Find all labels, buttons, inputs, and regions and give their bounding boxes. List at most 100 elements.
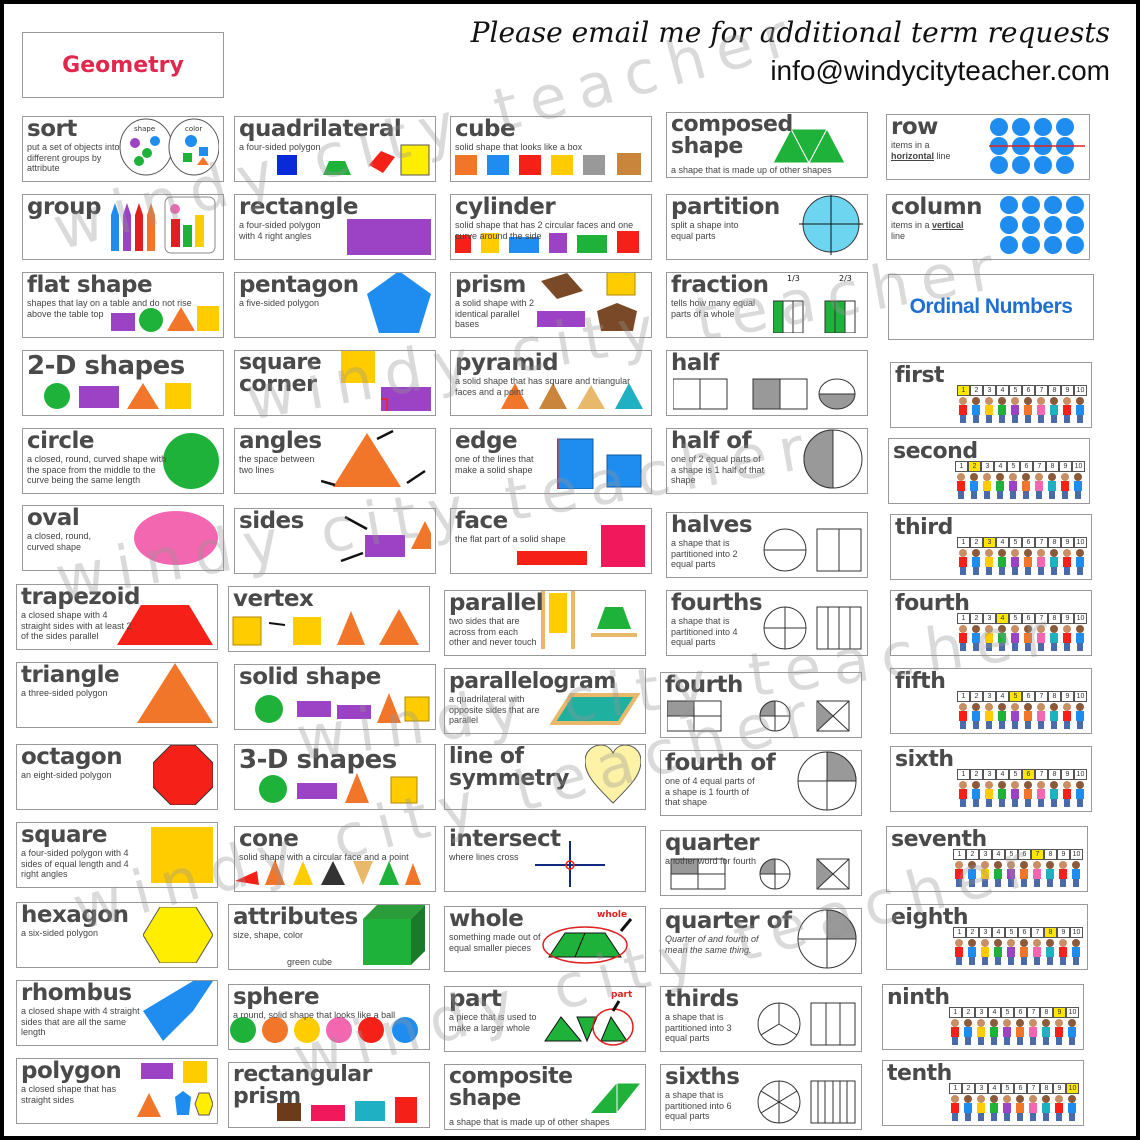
rhombus-icon — [143, 981, 213, 1041]
children-line-icon — [951, 1095, 1076, 1121]
number-cell: 1 — [957, 691, 970, 702]
face-icon — [507, 519, 647, 569]
number-cell: 2 — [970, 385, 983, 396]
term-label: edge — [455, 428, 518, 454]
trapezoid-icon — [117, 605, 213, 645]
number-line: 1 2 3 4 5 6 7 8 9 10 — [957, 691, 1087, 702]
card-ordinal-3: third 1 2 3 4 5 6 7 8 9 10 — [890, 514, 1092, 580]
number-line: 1 2 3 4 5 6 7 8 9 10 — [955, 461, 1085, 472]
fourth-icon — [667, 699, 857, 733]
number-cell: 4 — [994, 461, 1007, 472]
number-cell: 1 — [957, 385, 970, 396]
term-label: rectangular prism — [233, 1062, 372, 1109]
card-sides: sides — [234, 508, 436, 574]
number-cell: 5 — [1005, 849, 1018, 860]
number-cell: 3 — [983, 691, 996, 702]
term-definition: one of 2 equal parts of a shape is 1 hal… — [671, 454, 765, 485]
number-cell: 2 — [962, 1007, 975, 1018]
term-definition: shapes that lay on a table and do not ri… — [27, 298, 192, 319]
card-composed-shape: composed shape a shape that is made up o… — [666, 112, 868, 178]
row-def-suffix: line — [936, 150, 951, 161]
card-intersect: intersect where lines cross — [444, 826, 646, 892]
number-line: 1 2 3 4 5 6 7 8 9 10 — [949, 1007, 1079, 1018]
number-cell: 9 — [1053, 1007, 1066, 1018]
composed-shape-icon — [773, 129, 863, 163]
term-label: fourth — [665, 672, 743, 698]
sides-icon — [301, 509, 431, 569]
number-cell: 7 — [1035, 769, 1048, 780]
half-of-icon — [803, 429, 863, 489]
card-3d-shapes: 3-D shapes — [234, 744, 436, 810]
number-cell: 1 — [953, 927, 966, 938]
children-line-icon — [959, 549, 1084, 575]
2d-shapes-icon — [43, 381, 193, 411]
number-cell: 1 — [957, 769, 970, 780]
composite-shape-icon — [591, 1083, 641, 1113]
number-cell: 5 — [1009, 613, 1022, 624]
card-attributes: attributes size, shape, color green cube — [228, 904, 430, 970]
sort-icon: shape color — [119, 117, 219, 177]
term-definition: tells how many equal parts of a whole — [671, 298, 756, 319]
term-definition: a shape that is partitioned into 3 equal… — [665, 1012, 732, 1043]
term-label: solid shape — [239, 664, 381, 690]
number-line: 1 2 3 4 5 6 7 8 9 10 — [953, 927, 1083, 938]
number-cell: 10 — [1074, 691, 1087, 702]
card-ordinal-7: seventh 1 2 3 4 5 6 7 8 9 10 — [886, 826, 1088, 892]
card-halves: halves a shape that is partitioned into … — [666, 512, 868, 578]
number-cell: 8 — [1044, 849, 1057, 860]
number-cell: 8 — [1040, 1083, 1053, 1094]
heart-icon — [585, 745, 641, 805]
number-cell: 3 — [979, 927, 992, 938]
term-label: hexagon — [21, 902, 129, 928]
card-half-of: half of one of 2 equal parts of a shape … — [666, 428, 868, 494]
number-cell: 2 — [970, 691, 983, 702]
term-label: sixths — [665, 1064, 740, 1090]
number-cell: 1 — [957, 537, 970, 548]
number-cell: 5 — [1009, 385, 1022, 396]
card-edge: edge one of the lines that make a solid … — [450, 428, 652, 494]
spheres-icon — [229, 1015, 425, 1045]
children-line-icon — [959, 781, 1084, 807]
term-label: face — [455, 508, 508, 534]
card-square-corner: square corner — [234, 350, 436, 416]
term-label: polygon — [21, 1058, 122, 1084]
parallelogram-icon — [541, 689, 641, 729]
term-definition: split a shape into equal parts — [671, 220, 739, 241]
card-triangle: triangle a three-sided polygon — [16, 662, 218, 728]
card-cylinder: cylinder solid shape that has 2 circular… — [450, 194, 652, 260]
column-dots-icon — [999, 195, 1085, 255]
term-label: sides — [239, 508, 304, 534]
card-rectangular-prism: rectangular prism — [228, 1062, 430, 1128]
term-label: cone — [239, 826, 299, 852]
term-definition: a four-sided polygon with 4 right angles — [239, 220, 321, 241]
number-cell: 6 — [1020, 461, 1033, 472]
term-label: column — [891, 194, 983, 220]
number-cell: 5 — [1001, 1007, 1014, 1018]
term-label: composite shape — [449, 1064, 573, 1111]
card-ordinal-8: eighth 1 2 3 4 5 6 7 8 9 10 — [886, 904, 1088, 970]
number-line: 1 2 3 4 5 6 7 8 9 10 — [949, 1083, 1079, 1094]
sixths-icon — [757, 1079, 857, 1125]
number-cell: 7 — [1027, 1083, 1040, 1094]
header: Please email me for additional term requ… — [470, 16, 1110, 106]
term-label: composed shape — [671, 112, 793, 159]
term-label: pentagon — [239, 272, 359, 298]
number-cell: 10 — [1074, 613, 1087, 624]
term-definition: one of the lines that make a solid shape — [455, 454, 534, 475]
term-definition: a closed, round, curved shape — [27, 531, 92, 552]
square-icon — [151, 827, 213, 883]
cones-icon — [235, 857, 431, 887]
children-line-icon — [955, 939, 1080, 965]
term-definition: a shape that is partitioned into 4 equal… — [671, 616, 738, 647]
term-label: tenth — [887, 1061, 952, 1086]
card-pentagon: pentagon a five-sided polygon — [234, 272, 436, 338]
number-cell: 3 — [975, 1083, 988, 1094]
number-cell: 8 — [1048, 769, 1061, 780]
term-definition: a shape that is partitioned into 2 equal… — [671, 538, 738, 569]
term-definition: where lines cross — [449, 852, 519, 862]
term-definition: a piece that is used to make a larger wh… — [449, 1012, 537, 1033]
number-line: 1 2 3 4 5 6 7 8 9 10 — [957, 613, 1087, 624]
term-definition: solid shape that looks like a box — [455, 142, 583, 152]
number-cell: 4 — [988, 1007, 1001, 1018]
card-ordinal-2: second 1 2 3 4 5 6 7 8 9 10 — [888, 438, 1090, 504]
